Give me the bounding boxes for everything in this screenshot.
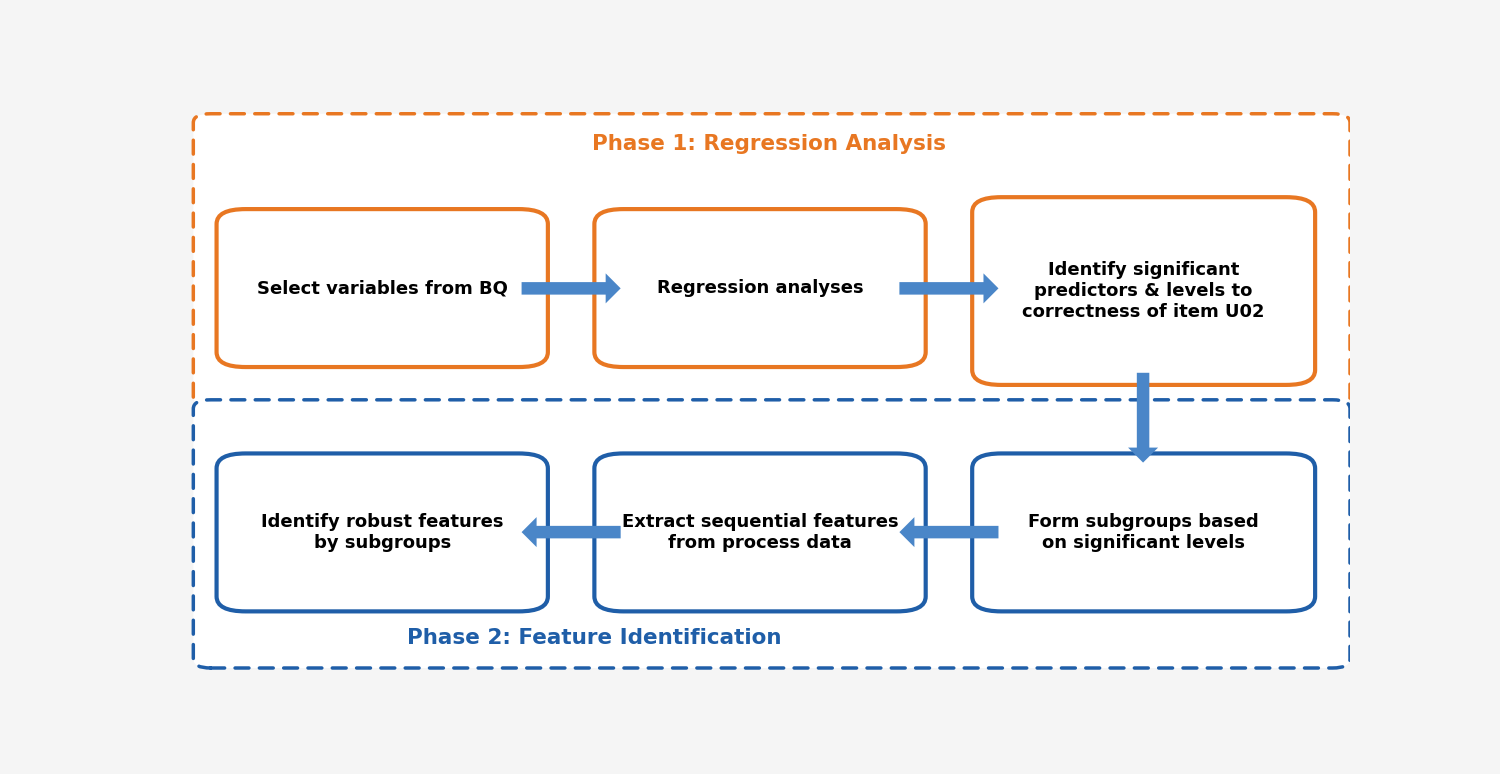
Text: Phase 2: Feature Identification: Phase 2: Feature Identification (406, 628, 782, 648)
Text: Phase 1: Regression Analysis: Phase 1: Regression Analysis (591, 134, 945, 153)
FancyBboxPatch shape (594, 454, 926, 611)
FancyBboxPatch shape (194, 114, 1350, 406)
Text: Form subgroups based
on significant levels: Form subgroups based on significant leve… (1029, 513, 1258, 552)
FancyBboxPatch shape (216, 209, 548, 367)
FancyBboxPatch shape (972, 454, 1316, 611)
FancyBboxPatch shape (216, 454, 548, 611)
Text: Identify robust features
by subgroups: Identify robust features by subgroups (261, 513, 504, 552)
Text: Extract sequential features
from process data: Extract sequential features from process… (621, 513, 898, 552)
Text: Regression analyses: Regression analyses (657, 279, 864, 297)
FancyBboxPatch shape (972, 197, 1316, 385)
Text: Select variables from BQ: Select variables from BQ (256, 279, 507, 297)
Text: Identify significant
predictors & levels to
correctness of item U02: Identify significant predictors & levels… (1023, 262, 1264, 321)
FancyBboxPatch shape (194, 400, 1350, 668)
FancyBboxPatch shape (594, 209, 926, 367)
